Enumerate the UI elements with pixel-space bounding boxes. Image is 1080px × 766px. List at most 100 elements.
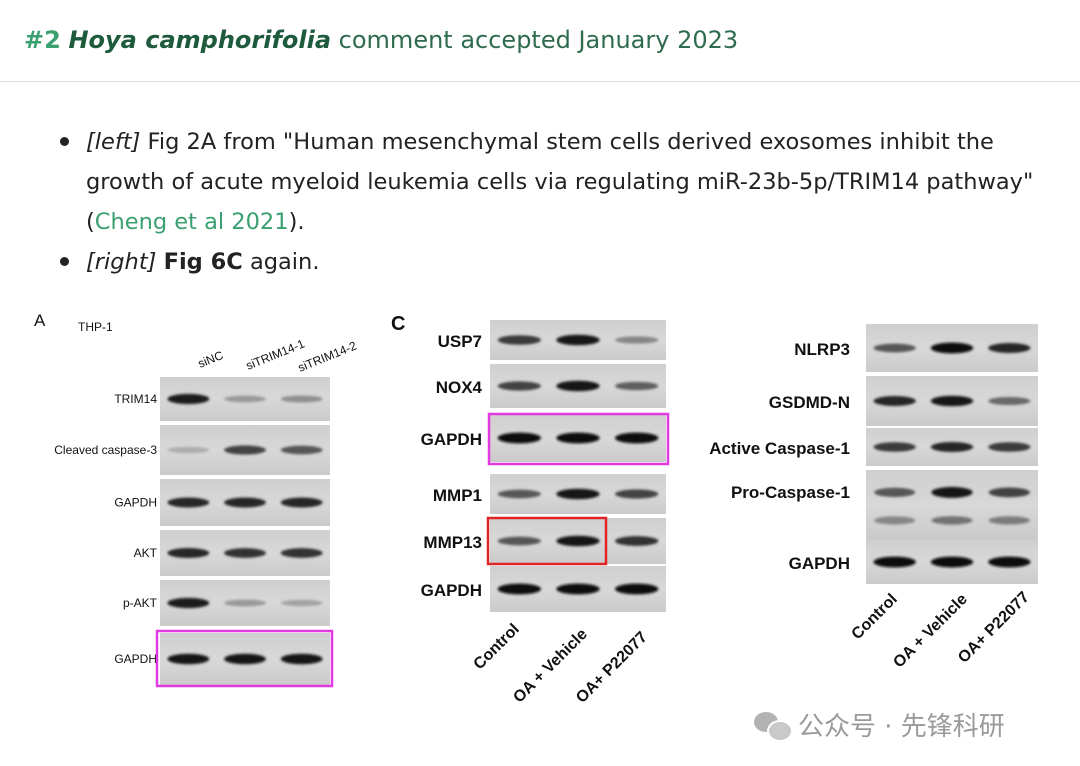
row-label: Cleaved caspase-3: [54, 443, 157, 457]
blot-band: [280, 548, 323, 558]
blot-band: [614, 583, 659, 595]
figure-c-right: NLRP3 GSDMD-N Active Caspase-1 Pro-Caspase-…: [709, 324, 1038, 671]
watermark-text: 公众号 · 先锋科研: [798, 712, 1005, 742]
left-tag: [left]: [86, 129, 141, 155]
blot-band: [930, 556, 974, 568]
blot-band: [873, 442, 916, 452]
blot-band: [874, 516, 916, 525]
blot-strip: [490, 320, 666, 360]
lane-label: Control: [849, 591, 901, 643]
row-label: Active Caspase-1: [709, 439, 850, 458]
blot-band: [224, 395, 266, 403]
lane-label: Control: [471, 621, 523, 673]
blot-band: [280, 445, 323, 455]
row-label: GAPDH: [421, 581, 482, 600]
highlight-box: [487, 412, 670, 466]
blot-band: [614, 432, 659, 444]
watermark: 公众号 · 先锋科研: [754, 706, 1005, 743]
row-label: USP7: [438, 332, 482, 351]
blot-band: [614, 536, 659, 546]
blot-band: [497, 381, 542, 391]
blot-band: [988, 516, 1030, 525]
bullet-text: Fig 2A from "Human mesenchymal stem cell…: [86, 129, 1034, 235]
blot-band: [497, 489, 542, 499]
blot-band: [614, 381, 659, 391]
row-label: MMP1: [433, 486, 482, 505]
wechat-icon: [754, 710, 793, 742]
blot-band: [873, 343, 916, 353]
row-label: GAPDH: [114, 496, 157, 510]
blot-band: [614, 336, 659, 344]
blot-band: [556, 535, 600, 547]
blot-strip: [490, 364, 666, 408]
comment-number: #2: [24, 26, 61, 54]
row-label: NOX4: [436, 378, 483, 397]
cell-line-label: THP-1: [78, 320, 113, 334]
blot-strip: [866, 324, 1038, 372]
fig-ref: Fig 6C: [163, 249, 243, 275]
list-item: [right] Fig 6C again.: [60, 242, 1040, 282]
blot-band: [556, 488, 600, 500]
blot-band: [167, 597, 210, 609]
blot-band: [497, 583, 542, 595]
blot-band: [988, 487, 1030, 498]
blot-strip: [490, 518, 666, 564]
blot-band: [224, 599, 266, 607]
blot-band: [280, 653, 323, 665]
blot-strip: [160, 479, 330, 526]
blot-band: [874, 487, 916, 498]
blot-band: [988, 556, 1031, 568]
blot-band: [224, 497, 266, 508]
blot-band: [931, 486, 973, 498]
blot-band: [556, 334, 600, 346]
blot-band: [930, 342, 974, 354]
blot-band: [167, 446, 210, 454]
blot-band: [930, 442, 974, 452]
blot-strip: [866, 540, 1038, 584]
western-blot-figures: A THP-1 siNC siTRIM14-1 siTRIM14-2 TRIM14 Clea…: [0, 300, 1080, 766]
header-title: #2 Hoya camphorifolia comment accepted J…: [24, 26, 738, 54]
row-label: GSDMD-N: [769, 393, 850, 412]
right-tag: [right]: [86, 249, 157, 275]
blot-band: [224, 653, 266, 665]
row-label: AKT: [134, 546, 158, 560]
bullet-text-end: again.: [242, 249, 320, 275]
blot-band: [224, 548, 266, 558]
blot-strip: [160, 633, 330, 685]
blot-strip: [490, 474, 666, 514]
blot-strip: [160, 377, 330, 421]
panel-label-a: A: [34, 311, 46, 330]
row-label: NLRP3: [794, 340, 850, 359]
blot-band: [931, 516, 973, 525]
lane-label: siNC: [196, 348, 226, 371]
row-label: GAPDH: [789, 554, 850, 573]
blot-strip: [490, 566, 666, 612]
highlight-box-red: [486, 516, 608, 566]
blot-band: [873, 556, 916, 568]
citation-link[interactable]: Cheng et al 2021: [94, 209, 289, 235]
row-label: GAPDH: [114, 652, 157, 666]
blot-strip: [490, 414, 666, 462]
blot-band: [167, 548, 210, 558]
blot-strip: [866, 428, 1038, 466]
blot-band: [280, 395, 323, 403]
bullet-text-end: ).: [288, 209, 305, 235]
row-label: GAPDH: [421, 430, 482, 449]
blot-band: [988, 343, 1031, 353]
panel-label-c: C: [391, 313, 405, 335]
blot-band: [497, 536, 542, 546]
blot-band: [556, 380, 600, 392]
blot-band: [988, 442, 1031, 452]
blot-strip: [160, 580, 330, 626]
blot-strip: [866, 470, 1038, 540]
comment-header: #2 Hoya camphorifolia comment accepted J…: [0, 0, 1080, 82]
blot-strip: [866, 376, 1038, 426]
blot-band: [224, 445, 266, 455]
header-rest: comment accepted January 2023: [331, 26, 739, 54]
blot-band: [280, 599, 323, 607]
blot-band: [497, 335, 542, 345]
blot-band: [556, 583, 600, 595]
